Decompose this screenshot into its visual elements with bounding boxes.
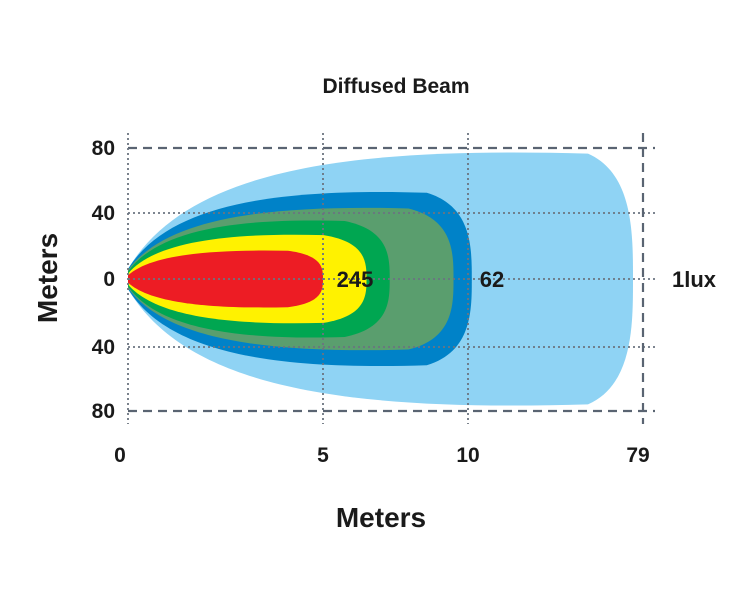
y-ticks: 80 40 0 40 80 <box>92 137 115 423</box>
contour-label: 1lux <box>672 267 717 292</box>
contour-labels: 245 62 1lux <box>337 267 717 292</box>
x-tick-label: 0 <box>114 444 126 467</box>
x-tick-label: 79 <box>626 444 649 467</box>
x-axis-label: Meters <box>336 502 426 533</box>
x-tick-label: 10 <box>456 444 479 467</box>
y-tick-label: 80 <box>92 137 115 160</box>
grid <box>127 133 655 424</box>
y-tick-label: 40 <box>92 202 115 225</box>
x-ticks: 0 5 10 79 <box>114 444 650 467</box>
y-tick-label: 0 <box>103 268 115 291</box>
x-tick-label: 5 <box>317 444 329 467</box>
y-tick-label: 80 <box>92 400 115 423</box>
chart-title: Diffused Beam <box>322 75 469 98</box>
y-axis-label: Meters <box>32 233 63 323</box>
beam-zone-6 <box>128 250 323 308</box>
contour-label: 62 <box>480 267 504 292</box>
contour-label: 245 <box>337 267 374 292</box>
y-tick-label: 40 <box>92 336 115 359</box>
